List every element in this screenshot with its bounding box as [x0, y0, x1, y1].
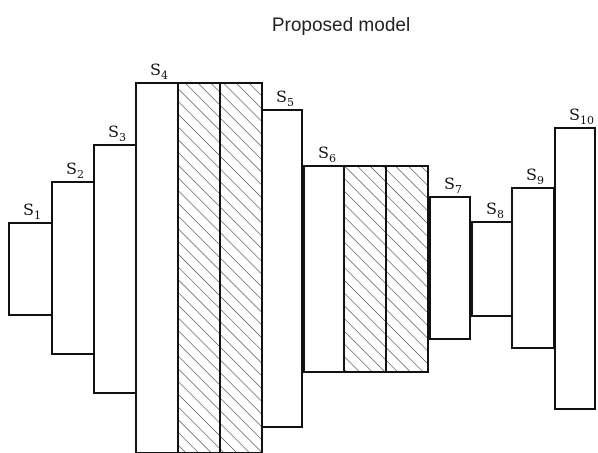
diagram-title: Proposed model [272, 15, 410, 36]
hatched-segment-9 [343, 165, 387, 373]
segment-label-s7: S7 [444, 174, 462, 196]
segment-label-base: S [526, 165, 537, 184]
segment-label-base: S [66, 159, 77, 178]
segment-label-s3: S3 [108, 122, 126, 144]
segment-label-base: S [108, 122, 119, 141]
segment-s6 [303, 165, 345, 373]
segment-label-base: S [276, 87, 287, 106]
hatched-segment-6 [219, 82, 263, 453]
segment-label-s2: S2 [66, 159, 84, 181]
segment-label-s10: S10 [569, 105, 594, 127]
segment-s5 [261, 109, 303, 428]
segment-s2 [51, 181, 95, 355]
segment-label-base: S [150, 60, 161, 79]
segment-label-subscript: 2 [77, 168, 84, 181]
segment-label-base: S [318, 143, 329, 162]
segment-s3 [93, 144, 137, 394]
segment-s4 [135, 82, 179, 453]
segment-label-s8: S8 [486, 199, 504, 221]
segment-s10 [554, 127, 596, 410]
segment-label-subscript: 5 [287, 96, 294, 109]
segment-s1 [8, 222, 53, 316]
segment-s8 [471, 221, 513, 317]
segment-label-subscript: 4 [161, 69, 168, 82]
hatched-segment-10 [385, 165, 429, 373]
segment-label-subscript: 1 [34, 209, 41, 222]
segment-label-s6: S6 [318, 143, 336, 165]
segment-label-subscript: 6 [329, 152, 336, 165]
segment-label-subscript: 8 [497, 208, 504, 221]
hatched-segment-5 [177, 82, 221, 453]
segment-label-subscript: 7 [455, 183, 462, 196]
segment-label-s4: S4 [150, 60, 168, 82]
segment-s9 [511, 187, 555, 349]
segment-label-base: S [23, 200, 34, 219]
segment-label-subscript: 3 [119, 131, 126, 144]
segment-label-base: S [444, 174, 455, 193]
segment-label-base: S [486, 199, 497, 218]
segment-label-s5: S5 [276, 87, 294, 109]
segment-s7 [429, 196, 471, 340]
segment-label-s9: S9 [526, 165, 544, 187]
segment-label-subscript: 9 [537, 174, 544, 187]
segment-label-s1: S1 [23, 200, 41, 222]
segment-label-subscript: 10 [580, 114, 594, 127]
segment-label-base: S [569, 105, 580, 124]
